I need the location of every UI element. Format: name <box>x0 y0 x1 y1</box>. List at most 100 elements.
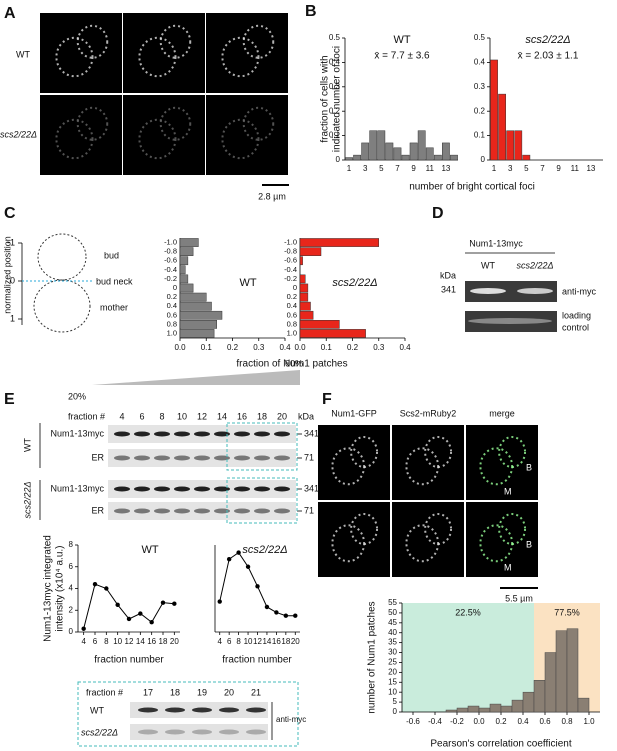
x-tick-label: 14 <box>262 637 271 646</box>
y-tick-label: -1.0 <box>164 238 177 247</box>
y-tick-label: 0.3 <box>329 82 341 91</box>
x-axis-label: number of bright cortical foci <box>409 182 535 193</box>
loading-label: loading <box>562 310 591 320</box>
band <box>254 455 270 461</box>
fraction: 16 <box>237 411 247 421</box>
micrograph <box>466 425 538 500</box>
point <box>255 584 260 589</box>
x-tick-label: 0.1 <box>321 343 333 352</box>
fraction-label: fraction # <box>68 411 105 421</box>
bar <box>478 707 491 713</box>
x-tick-label: 6 <box>93 637 98 646</box>
band <box>219 729 239 735</box>
cell <box>55 118 94 160</box>
band <box>214 431 230 437</box>
chart-title: scs2/22Δ <box>332 277 377 289</box>
bar <box>425 147 434 161</box>
x-tick-label: 0.2 <box>227 343 239 352</box>
band <box>165 707 185 713</box>
bar <box>417 130 426 161</box>
group-label: WT <box>22 438 32 452</box>
line <box>83 583 175 629</box>
fraction: 14 <box>217 411 227 421</box>
bar <box>533 680 546 713</box>
cell <box>424 513 453 545</box>
row-label: scs2/22Δ <box>81 727 118 737</box>
cell-marker: B <box>526 462 532 472</box>
y-tick-label: 0 <box>173 283 177 292</box>
x-tick-label: 0.2 <box>347 343 359 352</box>
marker: 341 <box>304 428 319 438</box>
row-label: Num1-13myc <box>50 428 104 438</box>
y-tick-label: 0.2 <box>329 106 341 115</box>
y-tick-label: 8 <box>69 540 74 549</box>
point <box>92 581 98 587</box>
y-tick-label: -0.8 <box>164 247 177 256</box>
bar <box>500 705 513 713</box>
diagram-tick-label: -1 <box>7 237 15 247</box>
bar <box>299 274 306 284</box>
band <box>219 707 239 713</box>
x-tick-label: 1 <box>492 164 497 173</box>
x-tick-label: 18 <box>159 637 168 646</box>
fraction: 20 <box>277 411 287 421</box>
x-tick-label: 0.6 <box>539 717 551 726</box>
y-tick-label: -0.6 <box>284 256 297 265</box>
x-tick-label: 11 <box>571 164 580 173</box>
point <box>245 564 251 569</box>
band <box>517 288 553 294</box>
band <box>214 486 230 492</box>
band <box>194 486 210 492</box>
cell <box>76 24 109 59</box>
bar <box>385 142 394 161</box>
cell <box>350 513 379 545</box>
cell <box>242 106 275 141</box>
x-tick-label: 7 <box>395 164 400 173</box>
diagram-tick-label: 0 <box>10 275 15 285</box>
inset-box <box>77 681 299 747</box>
bar <box>369 130 378 161</box>
column-label: Num1-GFP <box>331 408 377 418</box>
x-tick-label: 5 <box>379 164 384 173</box>
diagram-label: mother <box>100 302 128 312</box>
bar <box>299 301 311 311</box>
y-tick-label: -0.2 <box>284 274 297 283</box>
region-label: 77.5% <box>554 607 580 617</box>
y-tick-label: 0.4 <box>474 58 486 67</box>
band <box>138 707 158 713</box>
row-label: scs2/22Δ <box>0 129 37 139</box>
micrograph <box>392 502 464 577</box>
band <box>274 508 290 514</box>
x-tick-label: 4 <box>217 637 222 646</box>
bar <box>498 93 506 161</box>
bar <box>179 247 194 256</box>
band <box>134 431 150 437</box>
bar <box>179 301 212 311</box>
cell <box>138 36 177 78</box>
y-tick-label: 5 <box>393 697 398 706</box>
band <box>246 729 266 735</box>
point <box>293 613 298 618</box>
x-tick-label: 8 <box>104 637 109 646</box>
y-tick-label: 15 <box>388 677 397 686</box>
band <box>468 318 552 324</box>
x-tick-label: 1 <box>347 164 352 173</box>
bar <box>299 320 340 329</box>
bar <box>345 157 353 161</box>
bar <box>393 147 402 161</box>
y-tick-label: 35 <box>388 638 397 647</box>
panel-letter: A <box>4 5 16 22</box>
region <box>402 603 534 712</box>
cell <box>159 106 192 141</box>
chart-subtitle: x̄ = 2.03 ± 1.1 <box>518 51 579 62</box>
mother-outline <box>33 279 91 333</box>
bar <box>179 320 217 329</box>
point <box>81 626 86 631</box>
point <box>149 620 154 625</box>
y-tick-label: 0.4 <box>167 301 177 310</box>
x-tick-label: 0.0 <box>473 717 485 726</box>
y-tick-label: 4 <box>69 584 74 593</box>
x-tick-label: 10 <box>244 637 253 646</box>
y-tick-label: 0.2 <box>474 106 486 115</box>
point <box>236 550 241 555</box>
